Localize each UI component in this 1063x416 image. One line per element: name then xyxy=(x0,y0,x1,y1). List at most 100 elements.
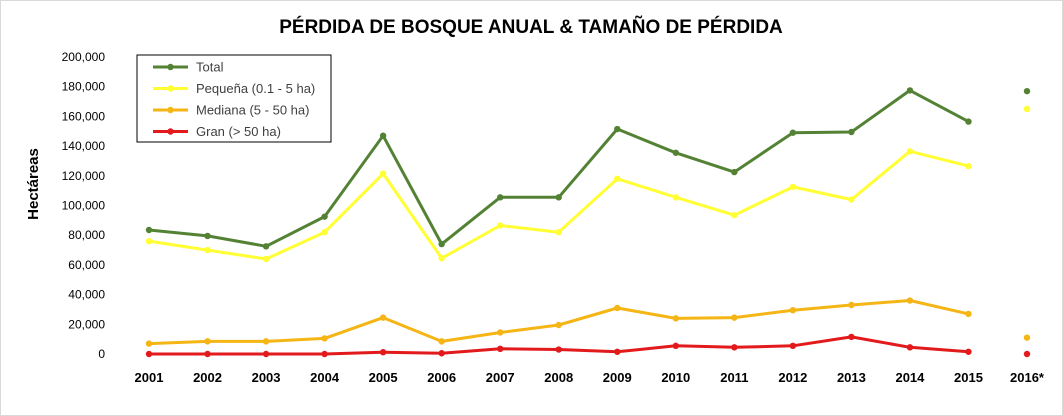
data-point xyxy=(204,350,211,358)
series-layer xyxy=(145,87,1031,358)
data-point xyxy=(497,329,504,336)
y-tick-label: 100,000 xyxy=(62,199,106,213)
y-tick-label: 0 xyxy=(98,347,105,361)
data-point xyxy=(731,211,738,219)
data-point xyxy=(965,348,972,355)
data-point xyxy=(965,118,972,125)
data-point xyxy=(497,345,504,353)
y-tick-label: 200,000 xyxy=(62,50,106,64)
y-tick-label: 160,000 xyxy=(62,109,106,123)
y-tick-label: 60,000 xyxy=(68,258,105,272)
data-point xyxy=(906,344,914,351)
data-point xyxy=(145,237,153,245)
data-point xyxy=(848,301,855,309)
data-point xyxy=(145,226,153,234)
data-point xyxy=(321,335,328,342)
y-tick-label: 20,000 xyxy=(68,317,105,331)
data-point xyxy=(321,229,328,236)
data-point xyxy=(438,338,445,345)
x-tick-label: 2006 xyxy=(427,370,456,385)
data-point xyxy=(379,349,387,356)
y-tick-label: 120,000 xyxy=(62,169,106,183)
data-point xyxy=(438,255,445,262)
data-point xyxy=(555,321,562,329)
data-point xyxy=(262,338,270,345)
chart-title: PÉRDIDA DE BOSQUE ANUAL & TAMAÑO DE PÉRD… xyxy=(279,16,783,38)
data-point xyxy=(965,310,972,318)
data-point xyxy=(379,170,387,177)
series-group xyxy=(145,105,1031,263)
x-tick-label: 2008 xyxy=(544,370,573,385)
y-tick-label: 80,000 xyxy=(68,228,105,242)
data-point xyxy=(262,350,270,358)
data-point xyxy=(906,87,914,94)
x-tick-label: 2013 xyxy=(837,370,866,385)
y-tick-label: 40,000 xyxy=(68,288,105,302)
data-point xyxy=(672,149,679,156)
x-tick-label: 2016* xyxy=(1010,370,1045,385)
legend-label: Mediana (5 - 50 ha) xyxy=(196,103,309,118)
data-point xyxy=(1023,87,1031,95)
data-point xyxy=(906,148,914,155)
x-tick-label: 2007 xyxy=(486,370,515,385)
data-point xyxy=(672,315,679,322)
x-tick-label: 2015 xyxy=(954,370,983,385)
x-tick-label: 2012 xyxy=(778,370,807,385)
legend-marker xyxy=(167,63,174,71)
data-point xyxy=(672,194,679,201)
data-point xyxy=(789,306,797,314)
data-point xyxy=(204,232,211,240)
x-tick-label: 2002 xyxy=(193,370,222,385)
data-point xyxy=(672,342,679,350)
series-group xyxy=(145,297,1031,347)
legend-marker xyxy=(167,128,174,135)
x-tick-label: 2005 xyxy=(369,370,398,385)
data-point xyxy=(848,196,855,203)
data-point xyxy=(906,297,914,304)
data-point xyxy=(614,125,621,133)
data-point xyxy=(321,350,328,358)
data-point xyxy=(965,162,972,170)
data-point xyxy=(438,240,445,248)
data-point xyxy=(614,175,621,182)
data-point xyxy=(1023,105,1031,113)
data-point xyxy=(145,340,153,347)
x-tick-label: 2014 xyxy=(895,370,925,385)
legend-label: Total xyxy=(196,60,224,75)
legend-label: Pequeña (0.1 - 5 ha) xyxy=(196,81,315,96)
data-point xyxy=(789,183,797,191)
data-point xyxy=(379,132,387,139)
x-tick-label: 2004 xyxy=(310,370,340,385)
data-point xyxy=(204,338,211,345)
y-tick-label: 140,000 xyxy=(62,139,106,153)
data-point xyxy=(497,194,504,201)
data-point xyxy=(789,342,797,350)
data-point xyxy=(789,129,797,136)
series-group xyxy=(145,87,1031,250)
x-tick-label: 2009 xyxy=(603,370,632,385)
data-point xyxy=(614,304,621,312)
legend: Total Pequeña (0.1 - 5 ha) Mediana (5 - 50… xyxy=(136,54,332,143)
x-tick-label: 2001 xyxy=(135,370,164,385)
data-point xyxy=(1023,334,1031,341)
data-point xyxy=(731,314,738,321)
data-point xyxy=(848,128,855,136)
data-point xyxy=(614,348,621,355)
data-point xyxy=(848,333,855,341)
x-axis-ticks: 2001 2002 2003 2004 2005 2006 2007 2008 2009 2010… xyxy=(135,370,1045,385)
data-point xyxy=(379,314,387,321)
data-point xyxy=(204,246,211,254)
data-point xyxy=(555,346,562,353)
data-point xyxy=(262,243,270,250)
data-point xyxy=(438,350,445,357)
data-point xyxy=(1023,350,1031,358)
y-axis-label: Hectáreas xyxy=(25,148,42,220)
y-tick-label: 180,000 xyxy=(62,80,106,94)
data-point xyxy=(262,255,270,263)
data-point xyxy=(555,194,562,201)
series-group xyxy=(145,333,1031,358)
data-point xyxy=(731,344,738,351)
data-point xyxy=(321,213,328,220)
